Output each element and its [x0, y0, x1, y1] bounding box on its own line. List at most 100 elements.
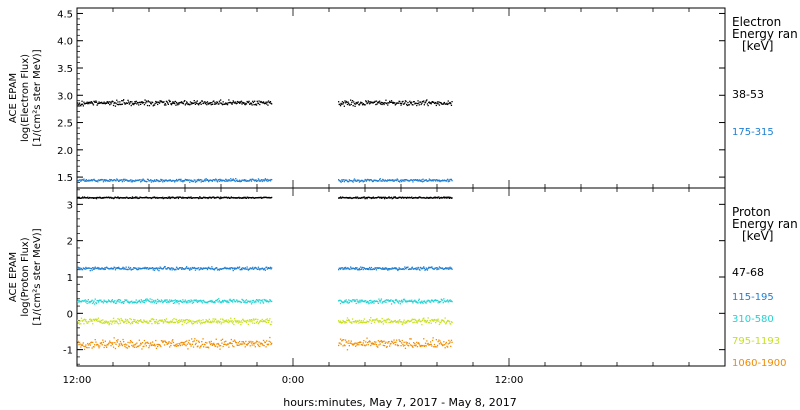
data-point [214, 345, 216, 347]
data-point [192, 102, 195, 104]
data-point [157, 323, 159, 325]
data-point [245, 340, 247, 343]
data-point [156, 343, 158, 346]
data-point [249, 345, 251, 347]
data-point [381, 341, 383, 343]
data-point [385, 99, 387, 101]
data-point [438, 339, 440, 341]
proton-y-tick-label: 0 [67, 309, 73, 320]
data-point [426, 103, 429, 105]
data-point [451, 321, 453, 324]
data-point [385, 321, 388, 323]
data-point [229, 342, 231, 344]
data-point [386, 268, 388, 270]
data-point [262, 197, 264, 199]
data-point [214, 197, 216, 199]
data-point [269, 299, 271, 301]
data-point [213, 196, 215, 198]
data-point [206, 101, 209, 103]
data-point [220, 102, 222, 104]
data-point [437, 341, 439, 343]
data-point [390, 299, 392, 301]
data-point [438, 179, 441, 181]
data-point [102, 197, 104, 199]
data-point [398, 320, 400, 322]
data-point [221, 299, 224, 302]
data-point [367, 301, 369, 303]
data-point [145, 102, 147, 104]
data-point [199, 323, 202, 325]
data-point [250, 319, 253, 321]
data-point [255, 299, 258, 301]
data-point [245, 268, 248, 270]
data-point [387, 269, 389, 271]
data-point [427, 342, 429, 345]
data-point [349, 342, 351, 344]
data-point [412, 346, 414, 348]
data-point [406, 104, 408, 107]
data-point [77, 322, 79, 324]
data-point [114, 266, 116, 269]
data-point [165, 100, 168, 102]
data-point [79, 320, 81, 322]
data-point [379, 301, 381, 303]
data-point [404, 180, 406, 182]
data-point [85, 300, 88, 302]
data-point [353, 343, 356, 345]
data-point [222, 345, 224, 348]
data-point [142, 267, 144, 269]
data-point [435, 319, 437, 321]
data-point [83, 103, 86, 105]
data-point [266, 101, 268, 103]
data-point [229, 268, 231, 270]
data-point [445, 322, 447, 324]
data-point [84, 299, 86, 301]
data-point [407, 320, 410, 322]
data-point [420, 344, 422, 347]
electron-series-175-315 [77, 178, 453, 183]
data-point [99, 179, 101, 182]
data-point [233, 318, 236, 320]
data-point [266, 180, 268, 182]
data-point [240, 320, 243, 322]
data-point [94, 266, 96, 268]
data-point [368, 103, 371, 105]
data-point [94, 197, 96, 199]
data-point [389, 179, 391, 181]
data-point [170, 299, 173, 301]
data-point [351, 301, 353, 303]
data-point [203, 101, 205, 103]
data-point [136, 301, 139, 303]
data-point [260, 179, 262, 181]
data-point [401, 197, 403, 199]
data-point [83, 196, 86, 198]
data-point [271, 196, 273, 199]
data-point [81, 343, 83, 346]
data-point [226, 104, 229, 106]
data-point [450, 178, 453, 181]
data-point [382, 321, 384, 323]
data-point [174, 197, 176, 199]
data-point [422, 302, 424, 304]
data-point [406, 266, 408, 269]
data-point [147, 178, 149, 181]
data-point [149, 298, 151, 300]
data-point [442, 302, 444, 304]
data-point [262, 267, 264, 270]
data-point [265, 299, 267, 301]
data-point [423, 180, 425, 183]
data-point [170, 267, 173, 269]
data-point [112, 346, 115, 348]
data-point [157, 343, 159, 346]
data-point [375, 100, 378, 102]
data-point [190, 320, 192, 322]
data-point [91, 269, 93, 271]
data-point [230, 299, 232, 302]
data-point [123, 197, 125, 199]
data-point [200, 181, 202, 183]
data-point [121, 179, 123, 181]
data-point [116, 340, 118, 342]
data-point [378, 180, 380, 182]
data-point [232, 100, 234, 102]
data-point [100, 301, 103, 303]
